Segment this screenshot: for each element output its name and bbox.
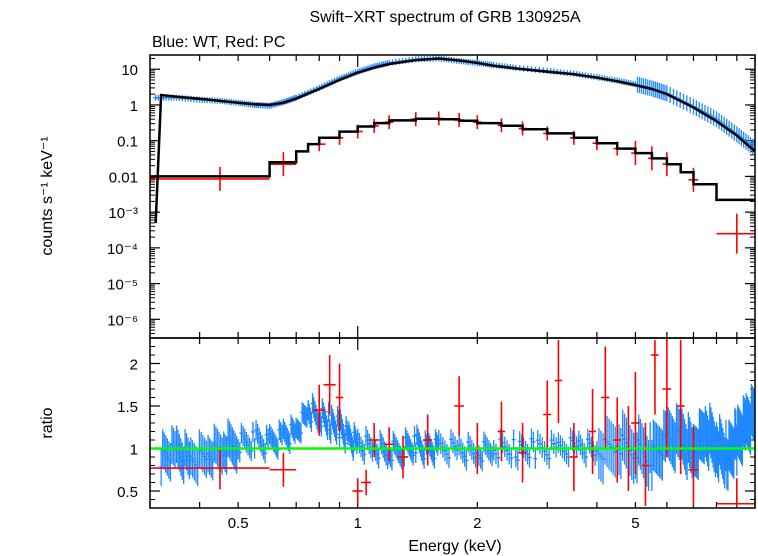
spectrum-panel-frame [149,54,756,339]
ratio-y-tick-label: 1 [130,442,138,459]
chart-subtitle: Blue: WT, Red: PC [152,34,285,51]
chart-title: Swift−XRT spectrum of GRB 130925A [309,9,580,26]
ratio-y-tick-label: 0.5 [117,484,138,501]
x-tick-label: 5 [631,515,639,532]
y-tick-label: 10 [121,62,138,79]
x-tick-label: 2 [473,515,481,532]
x-axis-title: Energy (keV) [408,538,501,555]
y-axis-title-spectrum: counts s⁻¹ keV⁻¹ [39,136,56,255]
y-tick-label: 10⁻⁵ [107,277,138,294]
ratio-panel-frame [149,337,756,509]
y-tick-label: 0.01 [109,169,138,186]
ratio-y-tick-label: 1.5 [117,399,138,416]
y-tick-label: 10⁻⁴ [107,241,138,258]
y-tick-label: 10⁻⁶ [107,312,138,329]
y-tick-label: 10⁻³ [108,205,138,222]
y-tick-label: 1 [130,98,138,115]
wt-model-curve [154,57,756,223]
plot-layer: 10 1 0.1 0.01 10⁻³ 10⁻⁴ 10⁻⁵ 10⁻⁶ 0.5 1 2 5 0.5 1 1.5 2 [107,55,757,532]
pc-model-steps [150,117,755,202]
x-tick-label: 1 [354,515,362,532]
x-tick-label: 0.5 [228,515,249,532]
y-tick-label: 0.1 [117,134,138,151]
ratio-y-tick-label: 2 [130,357,138,374]
y-axis-title-ratio: ratio [39,407,56,438]
